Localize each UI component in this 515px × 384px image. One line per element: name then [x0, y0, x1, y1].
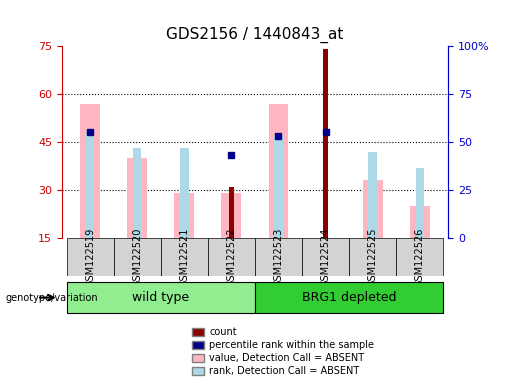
Text: GSM122520: GSM122520	[132, 228, 142, 287]
Bar	[410, 206, 430, 238]
Text: GSM122524: GSM122524	[320, 228, 331, 287]
FancyBboxPatch shape	[396, 238, 443, 276]
FancyBboxPatch shape	[66, 282, 255, 313]
FancyBboxPatch shape	[255, 282, 443, 313]
Bar	[363, 180, 383, 238]
FancyBboxPatch shape	[208, 238, 255, 276]
Bar	[180, 149, 188, 238]
Text: GSM122519: GSM122519	[85, 228, 95, 287]
Text: GSM122521: GSM122521	[179, 228, 190, 287]
Bar	[269, 104, 288, 238]
Bar	[229, 187, 234, 238]
Text: GSM122526: GSM122526	[415, 228, 425, 287]
Title: GDS2156 / 1440843_at: GDS2156 / 1440843_at	[166, 27, 344, 43]
Text: GSM122522: GSM122522	[227, 228, 236, 287]
Bar	[80, 104, 100, 238]
Text: GSM122523: GSM122523	[273, 228, 283, 287]
Bar	[323, 49, 328, 238]
Legend: count, percentile rank within the sample, value, Detection Call = ABSENT, rank, : count, percentile rank within the sample…	[190, 324, 377, 379]
Text: wild type: wild type	[132, 291, 190, 304]
Bar	[175, 193, 194, 238]
FancyBboxPatch shape	[66, 238, 114, 276]
Bar	[416, 168, 424, 238]
Text: GSM122525: GSM122525	[368, 228, 377, 287]
Bar	[127, 158, 147, 238]
FancyBboxPatch shape	[349, 238, 396, 276]
Bar	[368, 152, 377, 238]
Bar	[133, 149, 142, 238]
FancyBboxPatch shape	[302, 238, 349, 276]
Text: BRG1 depleted: BRG1 depleted	[302, 291, 397, 304]
FancyBboxPatch shape	[114, 238, 161, 276]
Bar	[86, 132, 94, 238]
FancyBboxPatch shape	[255, 238, 302, 276]
FancyBboxPatch shape	[161, 238, 208, 276]
Bar	[274, 136, 283, 238]
Bar	[221, 193, 241, 238]
Text: genotype/variation: genotype/variation	[5, 293, 98, 303]
